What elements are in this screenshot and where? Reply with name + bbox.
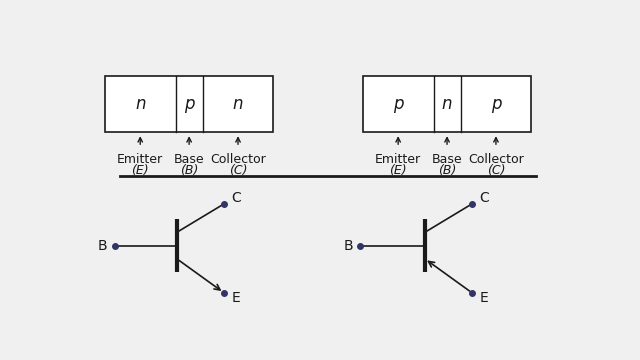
Text: (E): (E) xyxy=(131,164,149,177)
Text: n: n xyxy=(135,95,145,113)
Text: n: n xyxy=(442,95,452,113)
Text: E: E xyxy=(231,291,240,305)
Text: (C): (C) xyxy=(486,164,505,177)
Text: B: B xyxy=(343,239,353,253)
Text: Base: Base xyxy=(432,153,462,166)
Text: Collector: Collector xyxy=(210,153,266,166)
Text: (B): (B) xyxy=(438,164,456,177)
Text: Emitter: Emitter xyxy=(117,153,163,166)
Text: C: C xyxy=(231,192,241,206)
Text: p: p xyxy=(184,95,195,113)
Text: (B): (B) xyxy=(180,164,198,177)
Text: Emitter: Emitter xyxy=(375,153,421,166)
Text: Collector: Collector xyxy=(468,153,524,166)
Text: B: B xyxy=(98,239,108,253)
Text: (C): (C) xyxy=(228,164,247,177)
Text: (E): (E) xyxy=(389,164,407,177)
Text: Base: Base xyxy=(174,153,204,166)
Text: E: E xyxy=(479,291,488,305)
Text: p: p xyxy=(393,95,403,113)
Text: p: p xyxy=(491,95,501,113)
Text: C: C xyxy=(479,192,489,206)
Text: n: n xyxy=(233,95,243,113)
Bar xyxy=(105,76,273,132)
Bar xyxy=(363,76,531,132)
